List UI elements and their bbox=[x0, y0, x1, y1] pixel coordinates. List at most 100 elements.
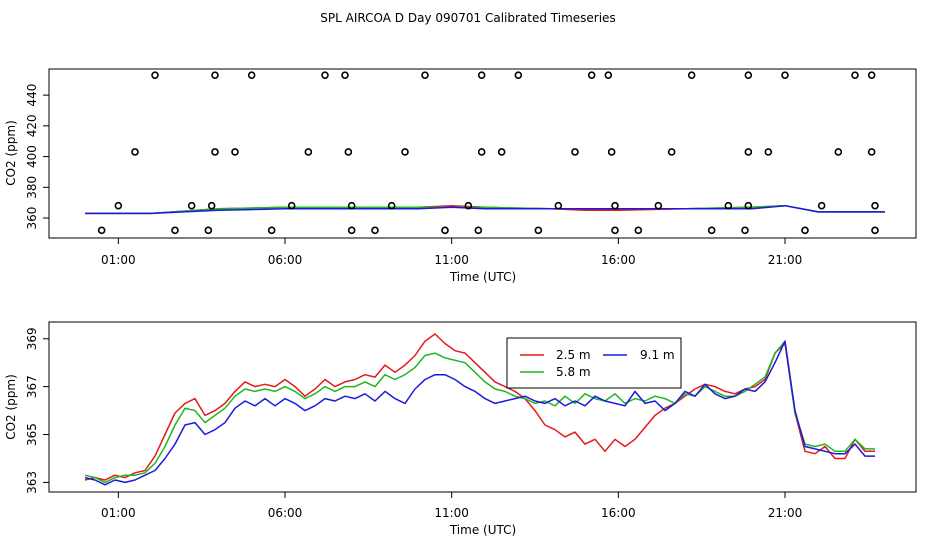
flag-point bbox=[634, 226, 643, 235]
flag-point bbox=[744, 148, 753, 156]
top-axes: 01:00 06:00 11:00 16:00 21:00 360 380 400 420 440 bbox=[25, 84, 802, 267]
top-flag-points bbox=[97, 71, 879, 235]
bottom-series-9-1-m bbox=[84, 340, 875, 486]
flag-point bbox=[534, 226, 543, 235]
flag-point bbox=[514, 71, 523, 79]
flag-point bbox=[744, 201, 753, 210]
top-chart: 01:00 06:00 11:00 16:00 21:00 360 380 400 420 440… bbox=[4, 68, 917, 284]
flag-point bbox=[477, 71, 486, 79]
flag-point bbox=[171, 226, 179, 235]
flag-point bbox=[401, 148, 409, 156]
flag-point bbox=[667, 148, 676, 156]
flag-point bbox=[587, 71, 596, 79]
top-x-tick-label: 01:00 bbox=[101, 253, 136, 267]
flag-point bbox=[207, 201, 216, 210]
flag-point bbox=[341, 71, 349, 79]
flag-point bbox=[871, 201, 879, 210]
top-x-tick-label: 21:00 bbox=[768, 253, 803, 267]
bottom-x-tick-label: 21:00 bbox=[768, 506, 803, 520]
bottom-y-tick-label: 367 bbox=[25, 375, 39, 398]
flag-point bbox=[387, 201, 396, 210]
flag-point bbox=[187, 201, 196, 210]
bottom-plot-frame bbox=[48, 321, 917, 493]
bottom-series-2-5-m bbox=[84, 333, 875, 481]
flag-point bbox=[321, 71, 329, 79]
flag-point bbox=[287, 201, 296, 210]
flag-point bbox=[204, 226, 213, 235]
legend: 2.5 m 9.1 m 5.8 m bbox=[506, 337, 682, 389]
top-x-tick-label: 11:00 bbox=[434, 253, 469, 267]
flag-point bbox=[211, 148, 219, 156]
flag-point bbox=[371, 226, 379, 235]
flag-point bbox=[571, 148, 579, 156]
flag-point bbox=[817, 201, 826, 210]
top-plot-frame bbox=[48, 68, 917, 239]
bottom-x-tick-label: 11:00 bbox=[434, 506, 469, 520]
top-y-tick-label: 380 bbox=[25, 176, 39, 199]
flag-point bbox=[834, 148, 843, 156]
flag-point bbox=[267, 226, 276, 235]
flag-point bbox=[304, 148, 313, 156]
bottom-axes: 01:00 06:00 11:00 16:00 21:00 363 365 367 369 bbox=[25, 327, 802, 520]
bottom-y-tick-label: 369 bbox=[25, 327, 39, 350]
flag-point bbox=[871, 226, 879, 235]
flag-point bbox=[611, 226, 619, 235]
flag-point bbox=[211, 71, 219, 79]
flag-point bbox=[867, 71, 876, 79]
flag-point bbox=[741, 226, 749, 235]
bottom-series-5-8-m bbox=[84, 340, 875, 484]
bottom-x-tick-label: 16:00 bbox=[601, 506, 636, 520]
legend-label-9-1m: 9.1 m bbox=[640, 348, 675, 362]
flag-point bbox=[97, 226, 106, 235]
flag-point bbox=[231, 148, 239, 156]
flag-point bbox=[344, 148, 353, 156]
flag-point bbox=[421, 71, 429, 79]
bottom-y-axis-label: CO2 (ppm) bbox=[4, 374, 18, 440]
bottom-x-axis-label: Time (UTC) bbox=[449, 523, 516, 537]
page-title: SPL AIRCOA D Day 090701 Calibrated Times… bbox=[320, 11, 615, 25]
top-y-tick-label: 360 bbox=[25, 207, 39, 230]
legend-label-2-5m: 2.5 m bbox=[556, 348, 591, 362]
flag-point bbox=[131, 148, 139, 156]
flag-point bbox=[607, 148, 616, 156]
flag-point bbox=[347, 201, 356, 210]
flag-point bbox=[151, 71, 159, 79]
flag-point bbox=[554, 201, 563, 210]
bottom-chart: 01:00 06:00 11:00 16:00 21:00 363 365 367 369 2.… bbox=[4, 321, 917, 537]
flag-point bbox=[724, 201, 733, 210]
flag-point bbox=[464, 201, 473, 210]
flag-point bbox=[744, 71, 753, 79]
top-y-axis-label: CO2 (ppm) bbox=[4, 120, 18, 186]
flag-point bbox=[441, 226, 449, 235]
flag-point bbox=[347, 226, 356, 235]
legend-label-5-8m: 5.8 m bbox=[556, 365, 591, 379]
flag-point bbox=[247, 71, 256, 79]
flag-point bbox=[497, 148, 506, 156]
bottom-y-tick-label: 363 bbox=[25, 471, 39, 494]
flag-point bbox=[801, 226, 809, 235]
bottom-series-lines bbox=[84, 333, 875, 486]
top-x-tick-label: 06:00 bbox=[268, 253, 303, 267]
flag-point bbox=[781, 71, 789, 79]
flag-point bbox=[764, 148, 773, 156]
flag-point bbox=[604, 71, 613, 79]
flag-point bbox=[474, 226, 483, 235]
top-series-9-1-m bbox=[85, 204, 885, 215]
flag-point bbox=[867, 148, 876, 156]
top-y-tick-label: 420 bbox=[25, 114, 39, 137]
flag-point bbox=[114, 201, 123, 210]
bottom-x-tick-label: 01:00 bbox=[101, 506, 136, 520]
flag-point bbox=[477, 148, 486, 156]
bottom-y-tick-label: 365 bbox=[25, 423, 39, 446]
top-x-axis-label: Time (UTC) bbox=[449, 270, 516, 284]
top-y-tick-label: 440 bbox=[25, 84, 39, 107]
top-x-tick-label: 16:00 bbox=[601, 253, 636, 267]
flag-point bbox=[611, 201, 619, 210]
top-y-tick-label: 400 bbox=[25, 145, 39, 168]
flag-point bbox=[851, 71, 859, 79]
flag-point bbox=[654, 201, 663, 210]
top-series-lines bbox=[85, 204, 885, 215]
flag-point bbox=[687, 71, 696, 79]
bottom-x-tick-label: 06:00 bbox=[268, 506, 303, 520]
